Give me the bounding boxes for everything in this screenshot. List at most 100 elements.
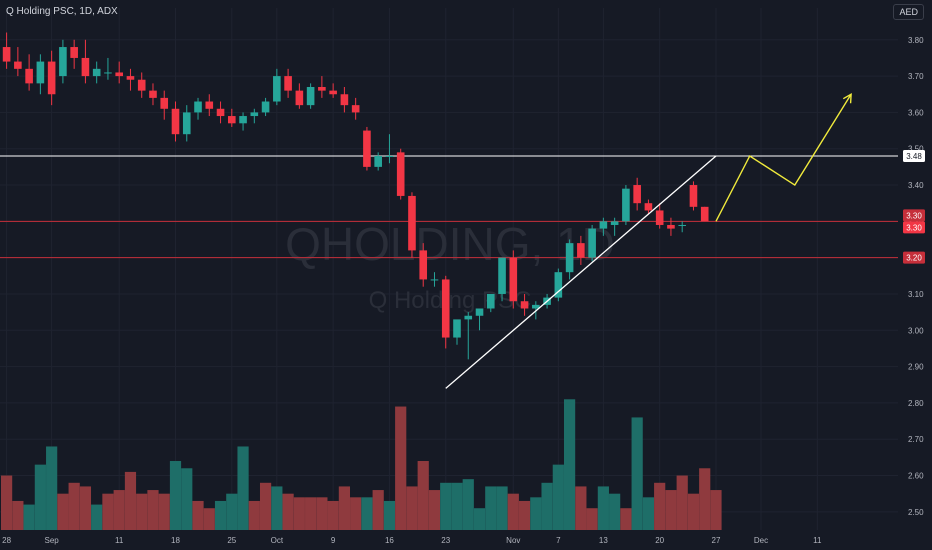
price-tick-label: 2.70: [908, 435, 924, 444]
volume-bar: [305, 497, 317, 530]
candle-body: [363, 130, 371, 167]
volume-bar: [203, 508, 215, 530]
candle: [205, 94, 214, 117]
candle-body: [475, 308, 484, 316]
candle: [408, 192, 416, 258]
price-tag-background: [903, 209, 925, 222]
candle: [126, 68, 135, 91]
candle-body: [340, 94, 349, 106]
candle-body: [498, 257, 506, 294]
candle: [182, 105, 191, 142]
candle-body: [655, 210, 664, 225]
price-tick-label: 2.60: [908, 472, 924, 481]
candle-body: [2, 47, 11, 62]
volume-bar: [530, 497, 542, 530]
candle-body: [419, 250, 428, 280]
volume-bar: [113, 490, 125, 530]
candle: [599, 217, 608, 236]
price-candles: [2, 32, 709, 360]
candle: [622, 185, 630, 225]
symbol-legend[interactable]: Q Holding PSC, 1D, ADX: [6, 6, 118, 17]
candle: [351, 97, 360, 120]
volume-bar: [642, 497, 655, 530]
candle-body: [599, 221, 608, 229]
candle: [59, 39, 67, 84]
currency-badge[interactable]: AED: [893, 4, 924, 20]
candle-body: [137, 79, 146, 91]
candle: [554, 268, 563, 302]
time-tick-label: Oct: [271, 536, 284, 545]
price-tick-label: 3.00: [908, 326, 924, 335]
candle-body: [205, 101, 214, 109]
price-tick-label: 3.40: [908, 181, 924, 190]
candle-body: [532, 304, 540, 309]
volume-bar: [192, 500, 204, 530]
candle-body: [250, 112, 259, 117]
trendline: [445, 155, 717, 389]
candle-body: [486, 293, 495, 309]
candle-body: [577, 243, 585, 258]
volume-bar: [507, 493, 519, 530]
candle: [2, 32, 11, 69]
volume-bar: [181, 468, 193, 530]
price-axis: 3.80 3.70 3.60 3.50 3.40 3.30 3.20 3.10 3.00 2.90…: [898, 0, 932, 550]
candle-body: [70, 47, 78, 58]
price-tag: 3.30: [903, 209, 925, 222]
volume-bar: [226, 493, 238, 530]
chart-drawings[interactable]: [445, 93, 852, 389]
time-tick-label: Sep: [45, 536, 60, 545]
volume-bar: [46, 446, 58, 530]
candle: [588, 224, 596, 262]
price-tick-label: 3.10: [908, 290, 924, 299]
candle-body: [47, 61, 56, 95]
candle-body: [610, 221, 619, 225]
candle: [374, 152, 382, 171]
candle-body: [385, 155, 394, 157]
time-tick-label: 23: [441, 536, 450, 545]
volume-bar: [406, 486, 418, 530]
price-tag-background: [903, 149, 925, 162]
candle: [464, 312, 473, 360]
candle: [295, 83, 304, 109]
watermark-name: Q Holding PSC: [369, 287, 532, 314]
candle: [419, 243, 428, 287]
candle-body: [284, 76, 292, 91]
price-tick-label: 3.70: [908, 72, 924, 81]
volume-bar: [631, 417, 643, 530]
volume-bar: [485, 486, 497, 530]
volume-bar: [518, 500, 531, 530]
candle-body: [36, 61, 45, 84]
volume-bar: [169, 461, 182, 530]
price-tag-label: 3.30: [906, 211, 922, 220]
candle: [340, 86, 349, 113]
time-tick-label: 11: [115, 536, 124, 545]
time-tick-label: 20: [655, 536, 664, 545]
volume-bar: [676, 475, 688, 530]
volume-bar: [214, 500, 227, 530]
candle-body: [239, 116, 247, 124]
candle-body: [689, 185, 698, 207]
candle-body: [25, 68, 33, 84]
candle: [565, 239, 574, 280]
horizontal-levels[interactable]: [0, 155, 898, 259]
candle: [678, 221, 686, 233]
candle: [318, 76, 326, 98]
candle-body: [554, 272, 563, 298]
projection-path: [715, 93, 852, 222]
candle: [250, 108, 259, 124]
volume-bar: [23, 504, 35, 530]
candle: [441, 275, 450, 349]
price-tag-label: 3.48: [906, 152, 922, 161]
price-tag-background: [903, 251, 925, 264]
volume-bar: [12, 500, 24, 530]
candle: [228, 108, 236, 127]
candle: [385, 134, 394, 164]
volume-bar: [350, 497, 362, 530]
candle: [36, 54, 45, 95]
time-tick-label: 16: [385, 536, 394, 545]
price-tick-label: 2.50: [908, 508, 924, 517]
candle-body: [509, 257, 518, 302]
price-tag-background: [903, 221, 925, 234]
candle: [92, 61, 101, 84]
